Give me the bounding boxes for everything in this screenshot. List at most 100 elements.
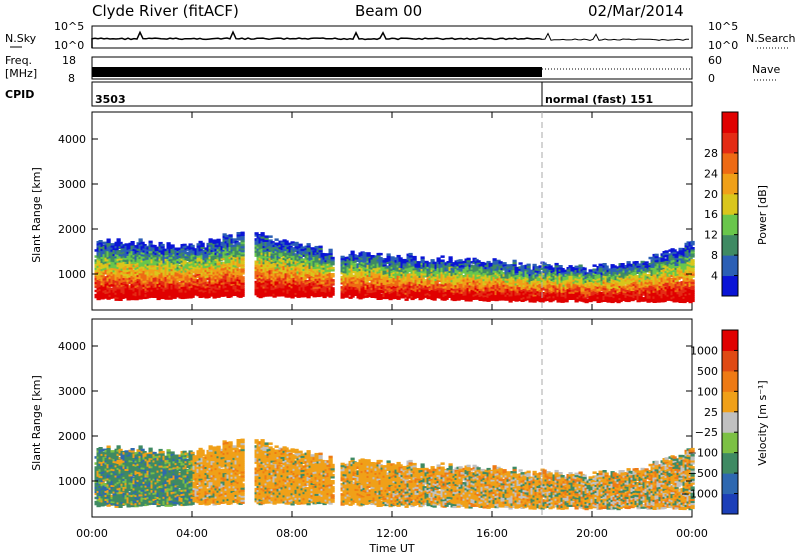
power-cell bbox=[582, 267, 587, 270]
power-cell bbox=[498, 261, 503, 264]
freq-unit-label: [MHz] bbox=[5, 67, 37, 80]
noise-tick-right-bottom: 10^0 bbox=[708, 39, 738, 52]
power-cell bbox=[500, 271, 505, 275]
power-cell bbox=[178, 253, 183, 256]
power-cell bbox=[128, 252, 133, 256]
power-cell bbox=[436, 257, 441, 260]
power-cell bbox=[396, 254, 401, 258]
power-cell bbox=[158, 280, 163, 283]
power-cell bbox=[492, 258, 497, 261]
power-cell bbox=[158, 274, 163, 277]
power-cell bbox=[228, 234, 233, 237]
power-cell bbox=[100, 274, 105, 278]
power-cell bbox=[408, 252, 413, 256]
beam-title: Beam 00 bbox=[355, 2, 422, 20]
power-cell bbox=[160, 243, 165, 247]
power-cell bbox=[532, 263, 537, 267]
power-cell bbox=[106, 240, 111, 244]
cpid-label: CPID bbox=[5, 88, 34, 101]
noise-tick-right-top: 10^5 bbox=[708, 20, 738, 33]
power-cell bbox=[160, 245, 165, 249]
power-cell bbox=[130, 263, 135, 266]
power-cell bbox=[458, 259, 463, 262]
power-cell bbox=[116, 286, 121, 290]
power-cell bbox=[232, 238, 237, 241]
power-cell bbox=[164, 297, 169, 300]
power-cell bbox=[102, 249, 107, 253]
power-cell bbox=[574, 265, 579, 269]
power-cell bbox=[162, 256, 167, 260]
power-cell bbox=[166, 246, 171, 249]
power-cell bbox=[140, 290, 145, 293]
power-cell bbox=[476, 260, 481, 263]
power-cell bbox=[178, 275, 183, 279]
power-cell bbox=[116, 252, 121, 255]
power-cell bbox=[116, 292, 121, 296]
power-cell bbox=[158, 276, 163, 279]
power-cell bbox=[170, 250, 175, 253]
power-cell bbox=[164, 254, 169, 258]
power-cell bbox=[440, 259, 445, 262]
power-cell bbox=[398, 257, 403, 260]
power-cell bbox=[174, 275, 179, 279]
power-cell bbox=[240, 231, 245, 235]
freq-label: Freq. bbox=[5, 54, 32, 67]
power-cell bbox=[158, 241, 163, 245]
power-cell bbox=[168, 297, 173, 300]
power-cell bbox=[116, 274, 121, 278]
noise-sky-trace bbox=[91, 30, 543, 48]
power-cell bbox=[240, 276, 245, 279]
power-cell bbox=[506, 264, 511, 267]
power-cell bbox=[170, 244, 175, 247]
power-cell bbox=[130, 241, 135, 244]
power-cell bbox=[138, 287, 143, 290]
power-cell bbox=[104, 281, 109, 284]
power-cell bbox=[212, 239, 217, 242]
power-cell bbox=[124, 243, 129, 246]
power-cell bbox=[116, 288, 121, 292]
power-cell bbox=[156, 297, 161, 301]
power-cell bbox=[106, 238, 111, 241]
power-cell bbox=[126, 295, 131, 299]
power-cell bbox=[430, 259, 435, 262]
power-cell bbox=[116, 240, 121, 243]
power-cell bbox=[350, 250, 355, 254]
power-cell bbox=[330, 256, 335, 260]
power-cell bbox=[116, 238, 121, 241]
power-cell bbox=[512, 259, 517, 263]
power-cell bbox=[362, 252, 367, 255]
cpid-panel: CPID 3503 normal (fast) 151 bbox=[5, 81, 693, 107]
power-cell bbox=[328, 248, 333, 252]
noise-sky-label: N.Sky bbox=[5, 32, 37, 45]
power-cell bbox=[100, 244, 105, 247]
noise-frame bbox=[91, 25, 693, 49]
power-cell bbox=[112, 286, 117, 289]
power-cell bbox=[152, 291, 157, 294]
power-cell bbox=[172, 257, 177, 261]
power-cell bbox=[402, 258, 407, 262]
power-cell bbox=[372, 257, 377, 261]
power-cell bbox=[412, 255, 417, 259]
power-cell bbox=[370, 255, 375, 258]
power-cell bbox=[140, 282, 145, 285]
power-cell bbox=[172, 296, 177, 299]
power-cell bbox=[432, 261, 437, 265]
power-cell bbox=[188, 243, 193, 246]
power-cell bbox=[182, 259, 187, 263]
power-cell bbox=[118, 270, 123, 273]
power-cell bbox=[110, 277, 115, 280]
power-cell bbox=[94, 293, 99, 297]
power-cell bbox=[190, 289, 195, 292]
power-cell bbox=[98, 242, 103, 245]
power-cell bbox=[154, 246, 159, 250]
power-cell bbox=[166, 244, 171, 247]
power-cell bbox=[162, 275, 167, 278]
nave-tick-bottom: 0 bbox=[708, 72, 715, 85]
power-cell bbox=[182, 243, 187, 247]
power-cell bbox=[152, 261, 157, 264]
power-cell bbox=[102, 280, 107, 283]
power-cell bbox=[102, 241, 107, 245]
power-cell bbox=[386, 253, 391, 256]
power-cell bbox=[154, 264, 159, 268]
power-cell bbox=[378, 252, 383, 256]
